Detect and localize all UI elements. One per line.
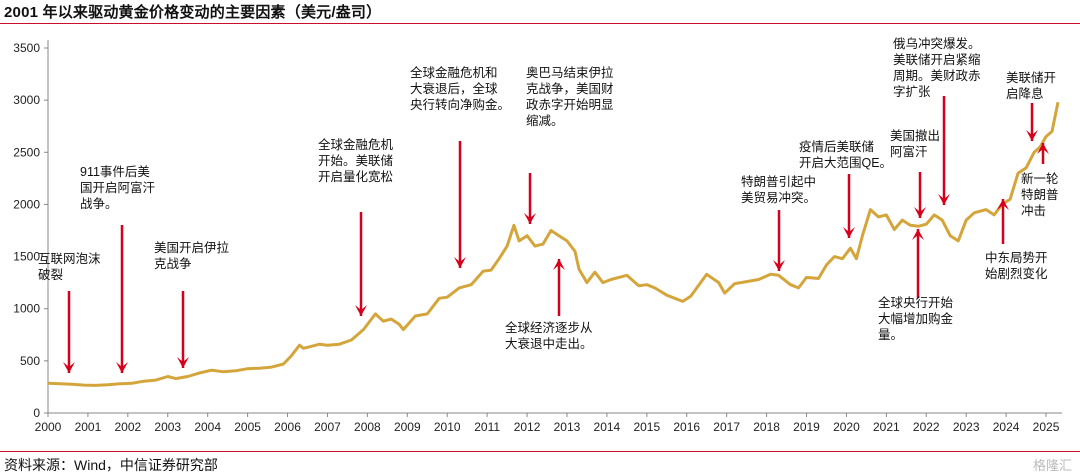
annotation-arrow-head [63,362,75,373]
annotation-text: 央行转向净购金。 [410,97,510,112]
annotation-arrow-head [1026,130,1038,141]
annotation-arrow-head [177,357,189,368]
annotation-arrow-head [355,305,367,316]
x-tick-label: 2009 [394,420,421,434]
annotation-arrow-head [997,199,1009,210]
title-rule [0,23,1080,24]
x-tick-label: 2025 [1033,420,1060,434]
annotation-arrow-head [116,362,128,373]
annotation-text: 开始。美联储 [318,153,393,168]
annotation-arrow-head [938,194,950,205]
x-tick-label: 2011 [474,420,500,434]
annotation-text: 全球金融危机和 [410,65,498,80]
annotation-text: 周期。美财政赤 [893,69,981,83]
x-tick-label: 2010 [434,420,461,434]
y-tick-label: 3000 [13,93,40,107]
annotation-text: 全球央行开始 [878,295,954,310]
annotation-arrow-head [553,259,565,270]
x-tick-label: 2013 [554,420,581,434]
axes: 0 500 1000 1500 2000 2500 3000 3500 2000 2001 2002… [13,40,1062,434]
annotation-text: 奥巴马结束伊拉 [526,65,614,80]
x-tick-label: 2005 [234,420,261,434]
watermark: 格隆汇 [1032,458,1072,473]
x-tick-label: 2020 [833,420,860,434]
annotation-text: 冲击 [1021,203,1046,218]
annotation-arrow-head [454,257,466,268]
x-tick-label: 2008 [354,420,381,434]
series-layer [47,101,1060,387]
y-tick-label: 3500 [13,41,40,55]
y-tick-label: 1000 [13,302,40,316]
annotation-text: 特朗普 [1021,187,1059,202]
source-note: 资料来源：Wind，中信证券研究部 [4,457,218,473]
x-tick-label: 2021 [873,420,900,434]
x-tick-label: 2006 [274,420,301,434]
y-tick-label: 0 [33,406,40,420]
y-tick-label: 2500 [13,145,40,159]
annotation-text: 字扩张 [893,84,931,99]
x-tick-label: 2024 [993,420,1020,434]
annotation-text: 大衰退中走出。 [505,336,593,351]
source-rule [0,451,1080,452]
annotation-text: 缩减。 [526,113,564,128]
annotation-text: 战争。 [80,197,118,211]
x-tick-label: 2023 [953,420,980,434]
annotation-text: 破裂 [38,267,63,282]
x-tick-label: 2018 [753,420,780,434]
x-tick-label: 2017 [713,420,740,434]
x-tick-label: 2019 [793,420,820,434]
annotation-text: 特朗普引起中 [741,174,816,189]
y-tick-label: 500 [20,354,40,368]
annotation-text: 美贸易冲突。 [741,190,816,205]
annotation-text: 全球金融危机 [318,137,394,152]
annotation-arrow-head [773,260,785,271]
annotation-text: 克战争 [154,257,192,271]
gold-price-line [47,101,1060,387]
annotation-arrows [63,96,1049,373]
y-tick-label: 2000 [13,197,40,211]
y-tick-label: 1500 [13,250,40,264]
annotation-text: 美联储开 [1006,70,1056,85]
annotation-text: 克战争，美国财 [526,82,614,96]
annotation-text: 量。 [878,328,903,342]
annotation-arrow-head [843,227,855,238]
annotation-text: 中东局势开 [985,250,1048,265]
x-tick-label: 2012 [514,420,541,434]
x-tick-label: 2022 [913,420,940,434]
x-tick-label: 2003 [154,420,181,434]
annotation-text: 全球经济逐步从 [505,320,593,335]
x-tick-label: 2001 [75,420,102,434]
annotation-text: 美联储开启紧缩 [893,52,981,67]
annotation-text: 互联网泡沫 [38,252,101,266]
annotation-text: 美国开启伊拉 [154,240,230,255]
annotation-text: 开启大范围QE。 [799,156,892,170]
annotation-text: 大衰退后，全球 [410,81,498,96]
annotation-text: 美国撤出 [890,128,940,143]
annotation-text: 阿富汗 [890,144,928,159]
annotation-text: 始剧烈变化 [985,266,1048,281]
x-tick-label: 2014 [594,420,621,434]
chart-title: 2001 年以来驱动黄金价格变动的主要因素（美元/盎司） [4,4,382,21]
annotation-arrow-head [1037,143,1049,154]
annotation-text: 政赤字开始明显 [526,97,614,112]
x-tick-label: 2000 [35,420,62,434]
x-tick-label: 2016 [673,420,700,434]
annotation-arrow-head [912,229,924,240]
x-tick-label: 2004 [194,420,221,434]
x-tick-label: 2015 [633,420,660,434]
x-tick-label: 2002 [114,420,141,434]
annotation-text: 启降息 [1006,86,1044,101]
annotation-text: 俄乌冲突爆发。 [893,36,981,51]
annotation-text: 911事件后美 [80,165,150,179]
annotation-arrow-head [524,213,536,224]
x-tick-label: 2007 [314,420,341,434]
annotation-text: 大幅增加购金 [878,311,954,326]
annotation-text: 新一轮 [1021,171,1059,186]
annotation-arrow-head [914,207,926,218]
annotation-text: 疫情后美联储 [799,139,874,154]
annotation-text: 国开启阿富汗 [80,180,155,195]
annotation-text: 开启量化宽松 [318,169,393,184]
